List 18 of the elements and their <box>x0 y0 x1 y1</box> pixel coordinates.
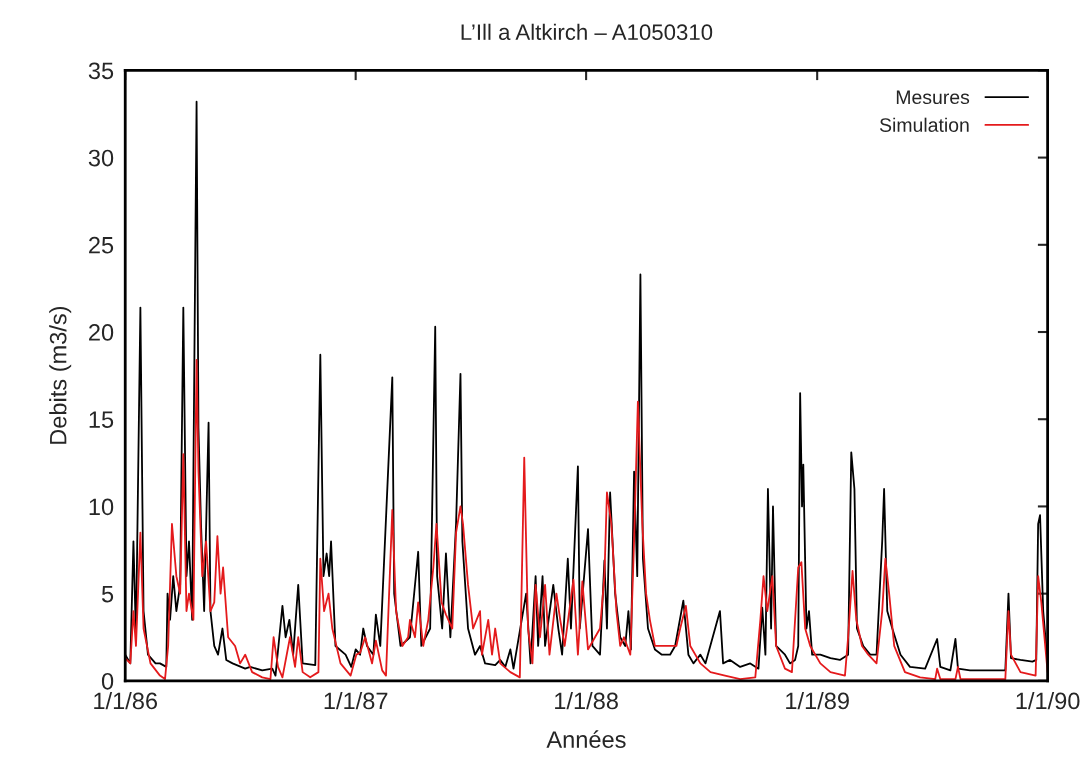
y-axis-title: Debits (m3/s) <box>49 306 72 444</box>
chart-title: L’Ill a Altkirch – A1050310 <box>461 23 713 41</box>
x-tick-label: 1/1/86 <box>94 691 158 710</box>
y-tick-label: 35 <box>88 62 114 80</box>
y-tick-label: 25 <box>89 236 114 254</box>
y-tick-label: 0 <box>101 672 114 690</box>
y-tick-label: 15 <box>89 411 114 429</box>
x-tick-label: 1/1/90 <box>1016 691 1080 710</box>
y-tick-label: 5 <box>101 585 114 603</box>
y-tick-label: 30 <box>88 149 114 167</box>
legend-label: Simulation <box>879 117 969 132</box>
y-tick-label: 20 <box>89 324 114 341</box>
y-tick-label: 10 <box>89 498 114 516</box>
x-tick-label: 1/1/88 <box>555 691 618 710</box>
x-tick-label: 1/1/87 <box>324 691 388 710</box>
x-axis-title: Années <box>546 730 626 748</box>
legend-label: Mesures <box>896 90 970 105</box>
x-tick-label: 1/1/89 <box>786 691 849 710</box>
